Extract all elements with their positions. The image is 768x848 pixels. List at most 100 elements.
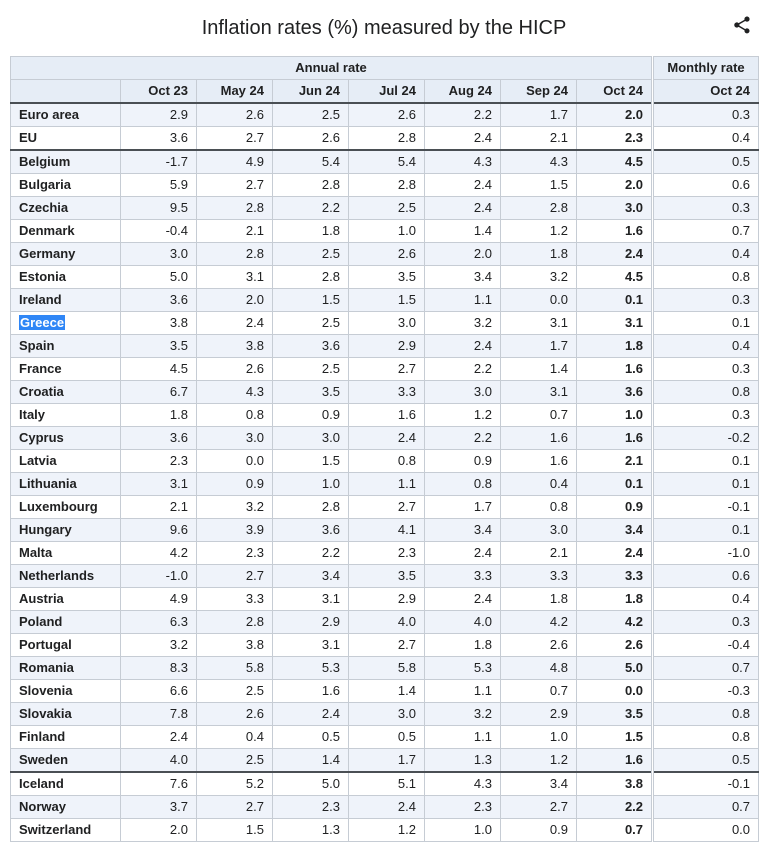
country-row: France 4.5 2.6 2.5 2.7 2.2 1.4 1.6 0.3: [10, 357, 760, 381]
annual-value: 1.8: [500, 242, 577, 266]
country-name[interactable]: Malta: [19, 545, 53, 560]
annual-column-header: Jun 24: [272, 79, 349, 104]
annual-value: 1.5: [575, 725, 654, 749]
country-cell: Germany: [10, 242, 121, 266]
country-row: Norway 3.7 2.7 2.3 2.4 2.3 2.7 2.2 0.7: [10, 795, 760, 819]
annual-value: 2.7: [196, 795, 273, 819]
annual-value: 2.5: [272, 102, 349, 127]
annual-value: 2.6: [348, 102, 425, 127]
annual-value: 0.4: [500, 472, 577, 496]
annual-value: 3.6: [120, 426, 197, 450]
annual-value: 3.6: [272, 334, 349, 358]
country-cell: Netherlands: [10, 564, 121, 588]
country-name[interactable]: Luxembourg: [19, 499, 98, 514]
country-name[interactable]: Ireland: [19, 292, 62, 307]
annual-value: 3.3: [196, 587, 273, 611]
country-name[interactable]: Portugal: [19, 637, 72, 652]
annual-value: 1.6: [500, 449, 577, 473]
country-row: Poland 6.3 2.8 2.9 4.0 4.0 4.2 4.2 0.3: [10, 610, 760, 634]
annual-value: 2.6: [196, 702, 273, 726]
country-name[interactable]: Netherlands: [19, 568, 95, 583]
monthly-value: 0.3: [651, 357, 760, 381]
annual-value: 7.8: [120, 702, 197, 726]
country-name[interactable]: Slovakia: [19, 706, 72, 721]
annual-value: 2.7: [500, 795, 577, 819]
country-name[interactable]: Switzerland: [19, 822, 92, 837]
country-cell: France: [10, 357, 121, 381]
country-name[interactable]: Finland: [19, 729, 66, 744]
annual-value: 3.4: [424, 518, 501, 542]
annual-value: 1.2: [500, 219, 577, 243]
country-name[interactable]: Croatia: [19, 384, 64, 399]
country-name[interactable]: France: [19, 361, 62, 376]
country-name[interactable]: Greece: [19, 315, 66, 330]
annual-value: 4.5: [575, 265, 654, 289]
country-name[interactable]: Germany: [19, 246, 76, 261]
country-name[interactable]: Austria: [19, 591, 64, 606]
country-name[interactable]: Norway: [19, 799, 66, 814]
share-button[interactable]: [730, 12, 754, 38]
annual-value: 3.8: [575, 771, 654, 796]
country-cell: Lithuania: [10, 472, 121, 496]
country-name[interactable]: Latvia: [19, 453, 57, 468]
country-row: Netherlands -1.0 2.7 3.4 3.5 3.3 3.3 3.3 0.6: [10, 564, 760, 588]
annual-value: 2.2: [424, 357, 501, 381]
country-name[interactable]: EU: [19, 130, 38, 145]
country-cell: Sweden: [10, 748, 121, 773]
country-row: Euro area 2.9 2.6 2.5 2.6 2.2 1.7 2.0 0.3: [10, 102, 760, 127]
annual-value: -1.0: [120, 564, 197, 588]
annual-value: 5.3: [272, 656, 349, 680]
monthly-value: -0.2: [651, 426, 760, 450]
country-cell: Malta: [10, 541, 121, 565]
annual-value: 3.1: [120, 472, 197, 496]
annual-value: 5.4: [272, 149, 349, 174]
country-name[interactable]: Iceland: [19, 776, 64, 791]
country-name[interactable]: Hungary: [19, 522, 72, 537]
annual-value: 2.8: [348, 173, 425, 197]
country-column-header: [10, 79, 121, 104]
country-name[interactable]: Romania: [19, 660, 74, 675]
annual-value: 3.5: [120, 334, 197, 358]
country-name[interactable]: Bulgaria: [19, 177, 72, 192]
country-row: Slovakia 7.8 2.6 2.4 3.0 3.2 2.9 3.5 0.8: [10, 702, 760, 726]
country-row: Slovenia 6.6 2.5 1.6 1.4 1.1 0.7 0.0 -0.3: [10, 679, 760, 703]
country-name[interactable]: Spain: [19, 338, 55, 353]
country-name[interactable]: Denmark: [19, 223, 75, 238]
country-name[interactable]: Italy: [19, 407, 46, 422]
annual-value: 2.9: [348, 334, 425, 358]
country-row: Iceland 7.6 5.2 5.0 5.1 4.3 3.4 3.8 -0.1: [10, 771, 760, 796]
country-cell: Austria: [10, 587, 121, 611]
annual-value: 1.5: [196, 818, 273, 842]
country-row: Italy 1.8 0.8 0.9 1.6 1.2 0.7 1.0 0.3: [10, 403, 760, 427]
annual-value: 4.0: [424, 610, 501, 634]
annual-value: 0.8: [348, 449, 425, 473]
country-row: EU 3.6 2.7 2.6 2.8 2.4 2.1 2.3 0.4: [10, 126, 760, 151]
annual-value: 1.6: [575, 219, 654, 243]
annual-value: 1.6: [500, 426, 577, 450]
annual-value: 1.8: [575, 587, 654, 611]
annual-value: 2.0: [424, 242, 501, 266]
title-bar: Inflation rates (%) measured by the HICP: [0, 0, 768, 56]
country-cell: Denmark: [10, 219, 121, 243]
country-cell: Switzerland: [10, 818, 121, 842]
annual-value: 3.0: [272, 426, 349, 450]
country-name[interactable]: Slovenia: [19, 683, 73, 698]
annual-column-header: Oct 23: [120, 79, 197, 104]
annual-value: 3.0: [348, 702, 425, 726]
annual-value: 1.2: [348, 818, 425, 842]
annual-value: 0.9: [424, 449, 501, 473]
country-name[interactable]: Czechia: [19, 200, 69, 215]
country-name[interactable]: Sweden: [19, 752, 69, 767]
monthly-value: 0.1: [651, 311, 760, 335]
country-name[interactable]: Belgium: [19, 154, 71, 169]
country-name[interactable]: Estonia: [19, 269, 66, 284]
country-row: Sweden 4.0 2.5 1.4 1.7 1.3 1.2 1.6 0.5: [10, 748, 760, 773]
annual-value: 2.7: [196, 173, 273, 197]
annual-value: 3.2: [120, 633, 197, 657]
country-name[interactable]: Lithuania: [19, 476, 77, 491]
country-name[interactable]: Euro area: [19, 107, 79, 122]
country-name[interactable]: Cyprus: [19, 430, 64, 445]
annual-value: 2.3: [575, 126, 654, 151]
country-row: Greece 3.8 2.4 2.5 3.0 3.2 3.1 3.1 0.1: [10, 311, 760, 335]
country-name[interactable]: Poland: [19, 614, 63, 629]
